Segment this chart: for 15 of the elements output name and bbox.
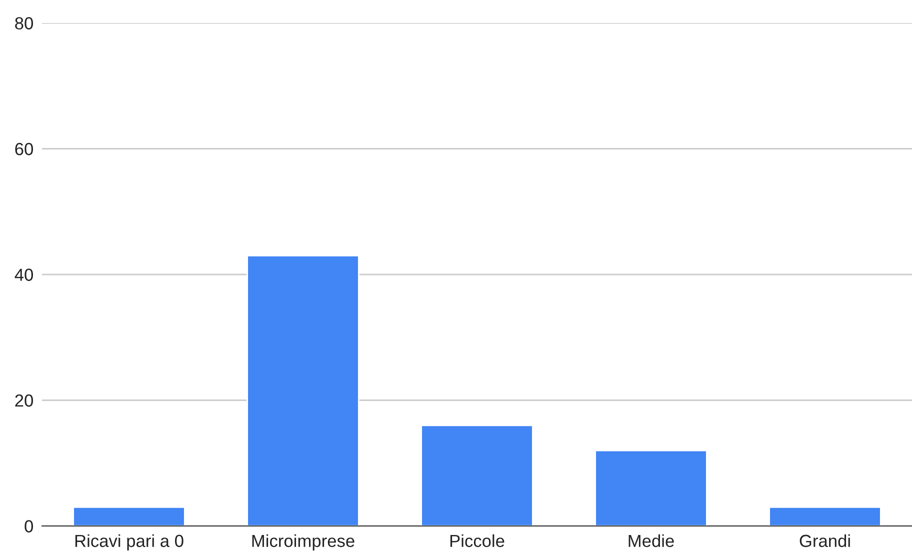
bar: [594, 450, 708, 526]
x-tick-label: Piccole: [450, 534, 504, 548]
y-tick-label: 60: [15, 142, 33, 156]
x-tick-label: Grandi: [800, 534, 850, 548]
bar: [420, 424, 534, 526]
x-tick-label: Ricavi pari a 0: [75, 534, 184, 551]
y-tick-label: 20: [15, 394, 33, 407]
y-tick-label: 0: [24, 520, 33, 532]
y-tick-label: 80: [15, 17, 33, 30]
y-tick-label: 40: [14, 268, 33, 281]
bar: [768, 506, 882, 526]
x-tick-label: Medie: [628, 534, 674, 548]
bar: [246, 254, 360, 526]
bar: [72, 506, 186, 526]
x-tick-label: Microimprese: [252, 534, 354, 551]
